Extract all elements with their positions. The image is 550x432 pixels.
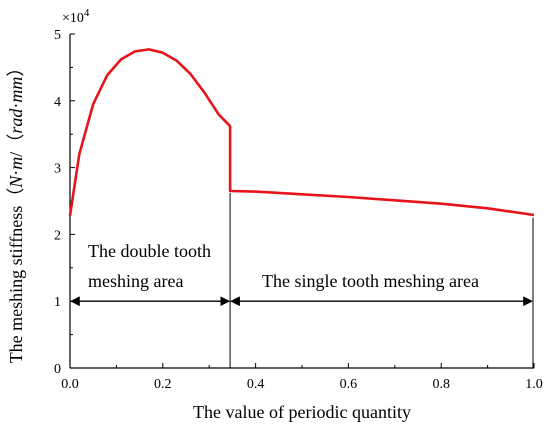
y-tick-label: 2 <box>54 228 61 243</box>
y-label-unit-dot: · <box>6 170 26 176</box>
annotation-double-line2: meshing area <box>88 271 183 291</box>
y-tick-label: 0 <box>54 362 61 377</box>
y-label-unit-slash: /（ <box>6 134 26 157</box>
y-label-unit-mm: mm <box>6 77 26 103</box>
y-tick-label: 1 <box>54 295 61 310</box>
annotation-double-line1: The double tooth <box>88 241 211 261</box>
x-axis-ticks: 0.0 0.2 0.4 0.6 0.8 1.0 <box>61 363 543 392</box>
annotation-single: The single tooth meshing area <box>262 271 479 291</box>
x-tick-label: 0.2 <box>154 377 172 392</box>
x-tick-label: 0.4 <box>247 377 265 392</box>
annotations: The double tooth meshing area The single t… <box>70 192 534 368</box>
y-multiplier-base: ×10 <box>62 11 84 26</box>
y-label-prefix: The meshing stiffness（ <box>6 188 26 364</box>
series-line <box>68 48 535 217</box>
y-label-suffix: ） <box>6 59 26 77</box>
y-label-unit-dot2: · <box>6 103 26 109</box>
x-axis-label: The value of periodic quantity <box>193 402 411 422</box>
y-label-unit-rad: rad <box>6 108 26 134</box>
plot-area <box>69 34 534 369</box>
x-tick-label: 0.6 <box>340 377 358 392</box>
y-axis-label: The meshing stiffness（N·m/（rad·mm） <box>6 59 26 364</box>
x-tick-label: 0.8 <box>432 377 450 392</box>
x-tick-label: 1.0 <box>525 377 543 392</box>
y-multiplier-exponent: 4 <box>84 7 90 19</box>
y-multiplier: ×104 <box>62 7 90 26</box>
x-tick-label: 0.0 <box>61 377 79 392</box>
series-layer <box>68 48 535 217</box>
y-tick-label: 3 <box>54 162 61 177</box>
y-tick-label: 4 <box>54 95 61 110</box>
y-label-unit-m: m <box>6 157 26 170</box>
y-label-unit-n: N <box>6 175 26 189</box>
y-tick-label: 5 <box>54 28 61 43</box>
